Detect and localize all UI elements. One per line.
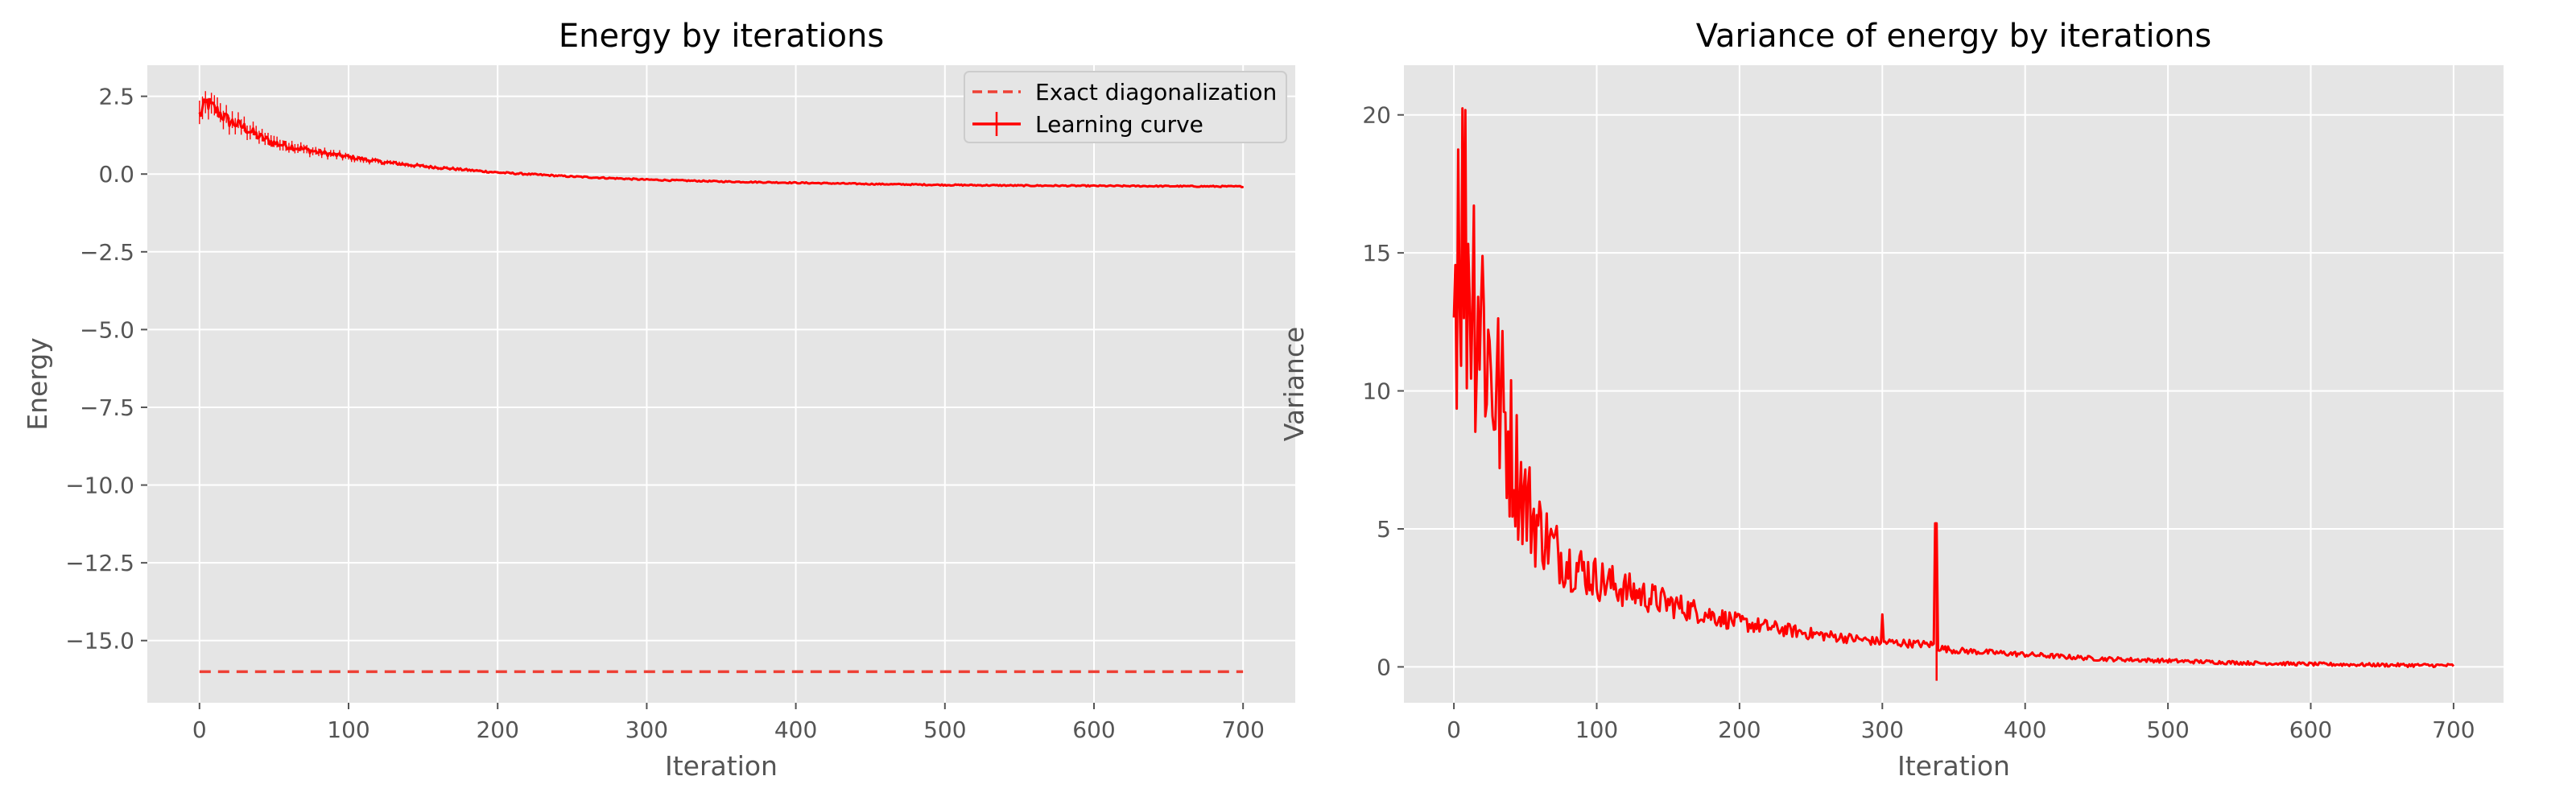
series-variance [1452,107,2455,669]
y-tick-label: 0 [1377,654,1391,680]
x-axis-label: Iteration [665,750,778,782]
y-tick-label: −15.0 [65,628,134,654]
x-tick-label: 600 [1072,716,1115,743]
x-tick-label: 0 [1447,716,1461,743]
x-tick-label: 100 [327,716,369,743]
chart-title: Energy by iterations [559,18,884,55]
x-tick-label: 300 [1861,716,1904,743]
energy-chart: 0 100 200 300 400 500 600 700 2.5 0.0 −2.5 −5.0 −7.5… [22,18,1295,782]
y-tick-label: 0.0 [98,161,134,188]
x-tick-label: 100 [1575,716,1618,743]
variance-chart: 0 100 200 300 400 500 600 700 0 5 10 15 20 Variance o… [1278,18,2504,782]
x-tick-label: 200 [1718,716,1761,743]
y-tick-label: 5 [1377,516,1391,543]
x-tick-label: 700 [1221,716,1264,743]
y-tick-label: 15 [1362,240,1391,266]
chart-title: Variance of energy by iterations [1696,18,2211,55]
x-tick-label: 200 [476,716,518,743]
y-tick-label: 10 [1362,378,1391,405]
x-axis-label: Iteration [1897,750,2010,782]
x-tick-label: 500 [923,716,966,743]
x-tick-label: 600 [2289,716,2332,743]
series-learning-curve [198,97,1244,188]
y-tick-label: −10.0 [65,473,134,499]
x-tick-label: 500 [2146,716,2189,743]
legend-label-exact: Exact diagonalization [1035,79,1277,105]
y-tick-label: −2.5 [80,239,134,266]
y-tick-label: −5.0 [80,316,134,343]
y-tick-label: 20 [1362,102,1391,129]
y-tick-label: −12.5 [65,550,134,576]
legend [964,71,1287,143]
y-axis-label: Variance [1278,327,1310,442]
legend-label-learning: Learning curve [1035,111,1203,138]
plot-area [1404,65,2504,703]
x-tick-label: 400 [2004,716,2046,743]
plot-area [147,65,1295,703]
x-tick-label: 300 [625,716,668,743]
x-tick-label: 700 [2432,716,2475,743]
y-axis-label: Energy [22,337,53,431]
y-tick-label: 2.5 [98,84,134,110]
x-tick-label: 400 [774,716,817,743]
y-tick-label: −7.5 [80,394,134,421]
x-tick-label: 0 [192,716,207,743]
